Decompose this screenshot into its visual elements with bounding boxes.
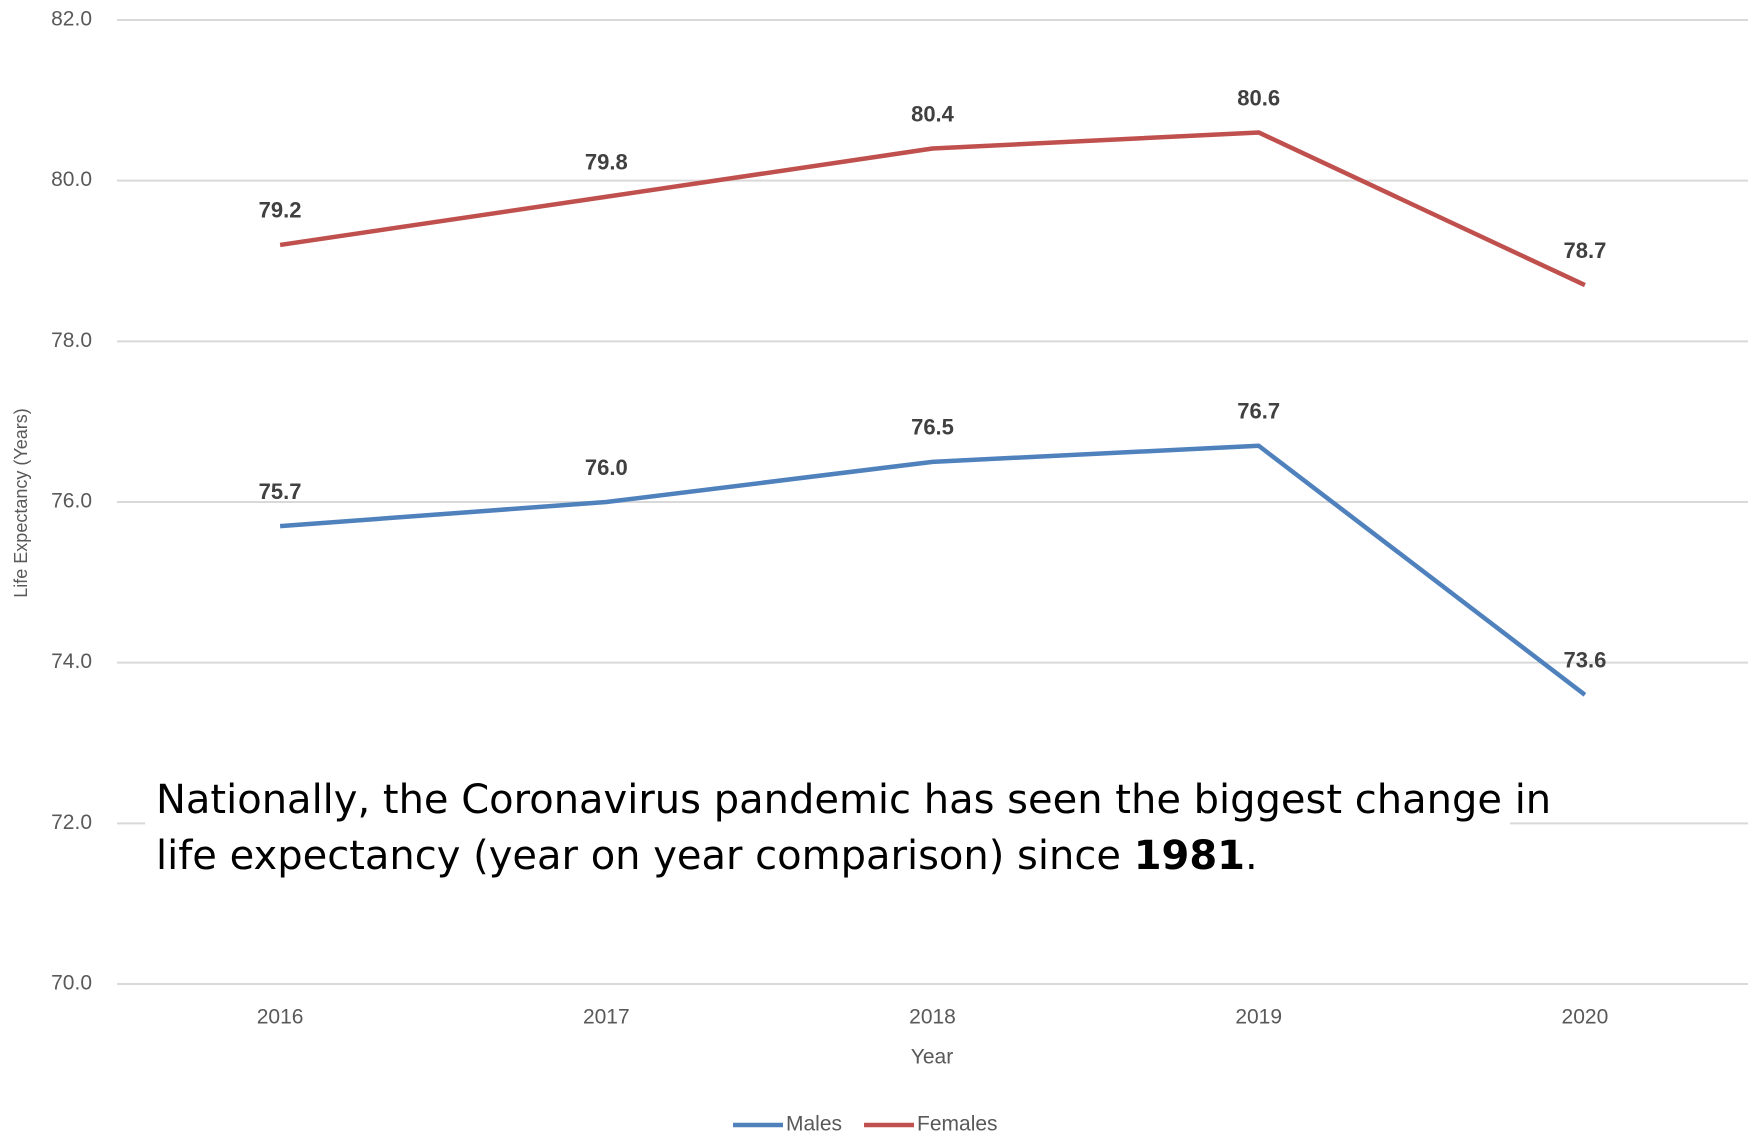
x-tick-label: 2019 <box>1235 1006 1282 1029</box>
x-tick-label: 2020 <box>1562 1006 1609 1029</box>
data-label: 73.6 <box>1563 648 1606 673</box>
legend-label: Males <box>786 1113 842 1136</box>
data-label: 76.7 <box>1237 399 1280 424</box>
annotation-text: life expectancy (year on year comparison… <box>156 833 1134 879</box>
legend-label: Females <box>917 1113 998 1136</box>
y-tick-label: 76.0 <box>51 490 92 513</box>
y-tick-label: 70.0 <box>51 972 92 995</box>
x-tick-label: 2018 <box>909 1006 956 1029</box>
annotation-line: Nationally, the Coronavirus pandemic has… <box>156 777 1551 823</box>
data-label: 76.5 <box>911 415 954 440</box>
data-label: 80.6 <box>1237 85 1280 110</box>
y-tick-label: 74.0 <box>51 650 92 673</box>
y-tick-label: 80.0 <box>51 168 92 191</box>
data-label: 79.2 <box>259 198 302 223</box>
data-label: 78.7 <box>1563 238 1606 263</box>
annotation-line: life expectancy (year on year comparison… <box>156 833 1258 879</box>
y-tick-label: 72.0 <box>51 811 92 834</box>
annotation-bold: 1981 <box>1134 833 1245 879</box>
annotation-text: . <box>1245 833 1258 879</box>
x-tick-label: 2016 <box>257 1006 304 1029</box>
data-label: 80.4 <box>911 101 955 126</box>
data-label: 79.8 <box>585 150 628 175</box>
data-label: 75.7 <box>259 479 302 504</box>
x-axis-title: Year <box>911 1046 953 1069</box>
y-tick-label: 78.0 <box>51 329 92 352</box>
data-label: 76.0 <box>585 455 628 480</box>
annotation-background <box>145 773 1510 894</box>
x-tick-label: 2017 <box>583 1006 630 1029</box>
y-tick-label: 82.0 <box>51 8 92 31</box>
y-axis-title: Life Expectancy (Years) <box>11 408 31 597</box>
series-line <box>279 130 1586 288</box>
series-line <box>279 443 1587 697</box>
